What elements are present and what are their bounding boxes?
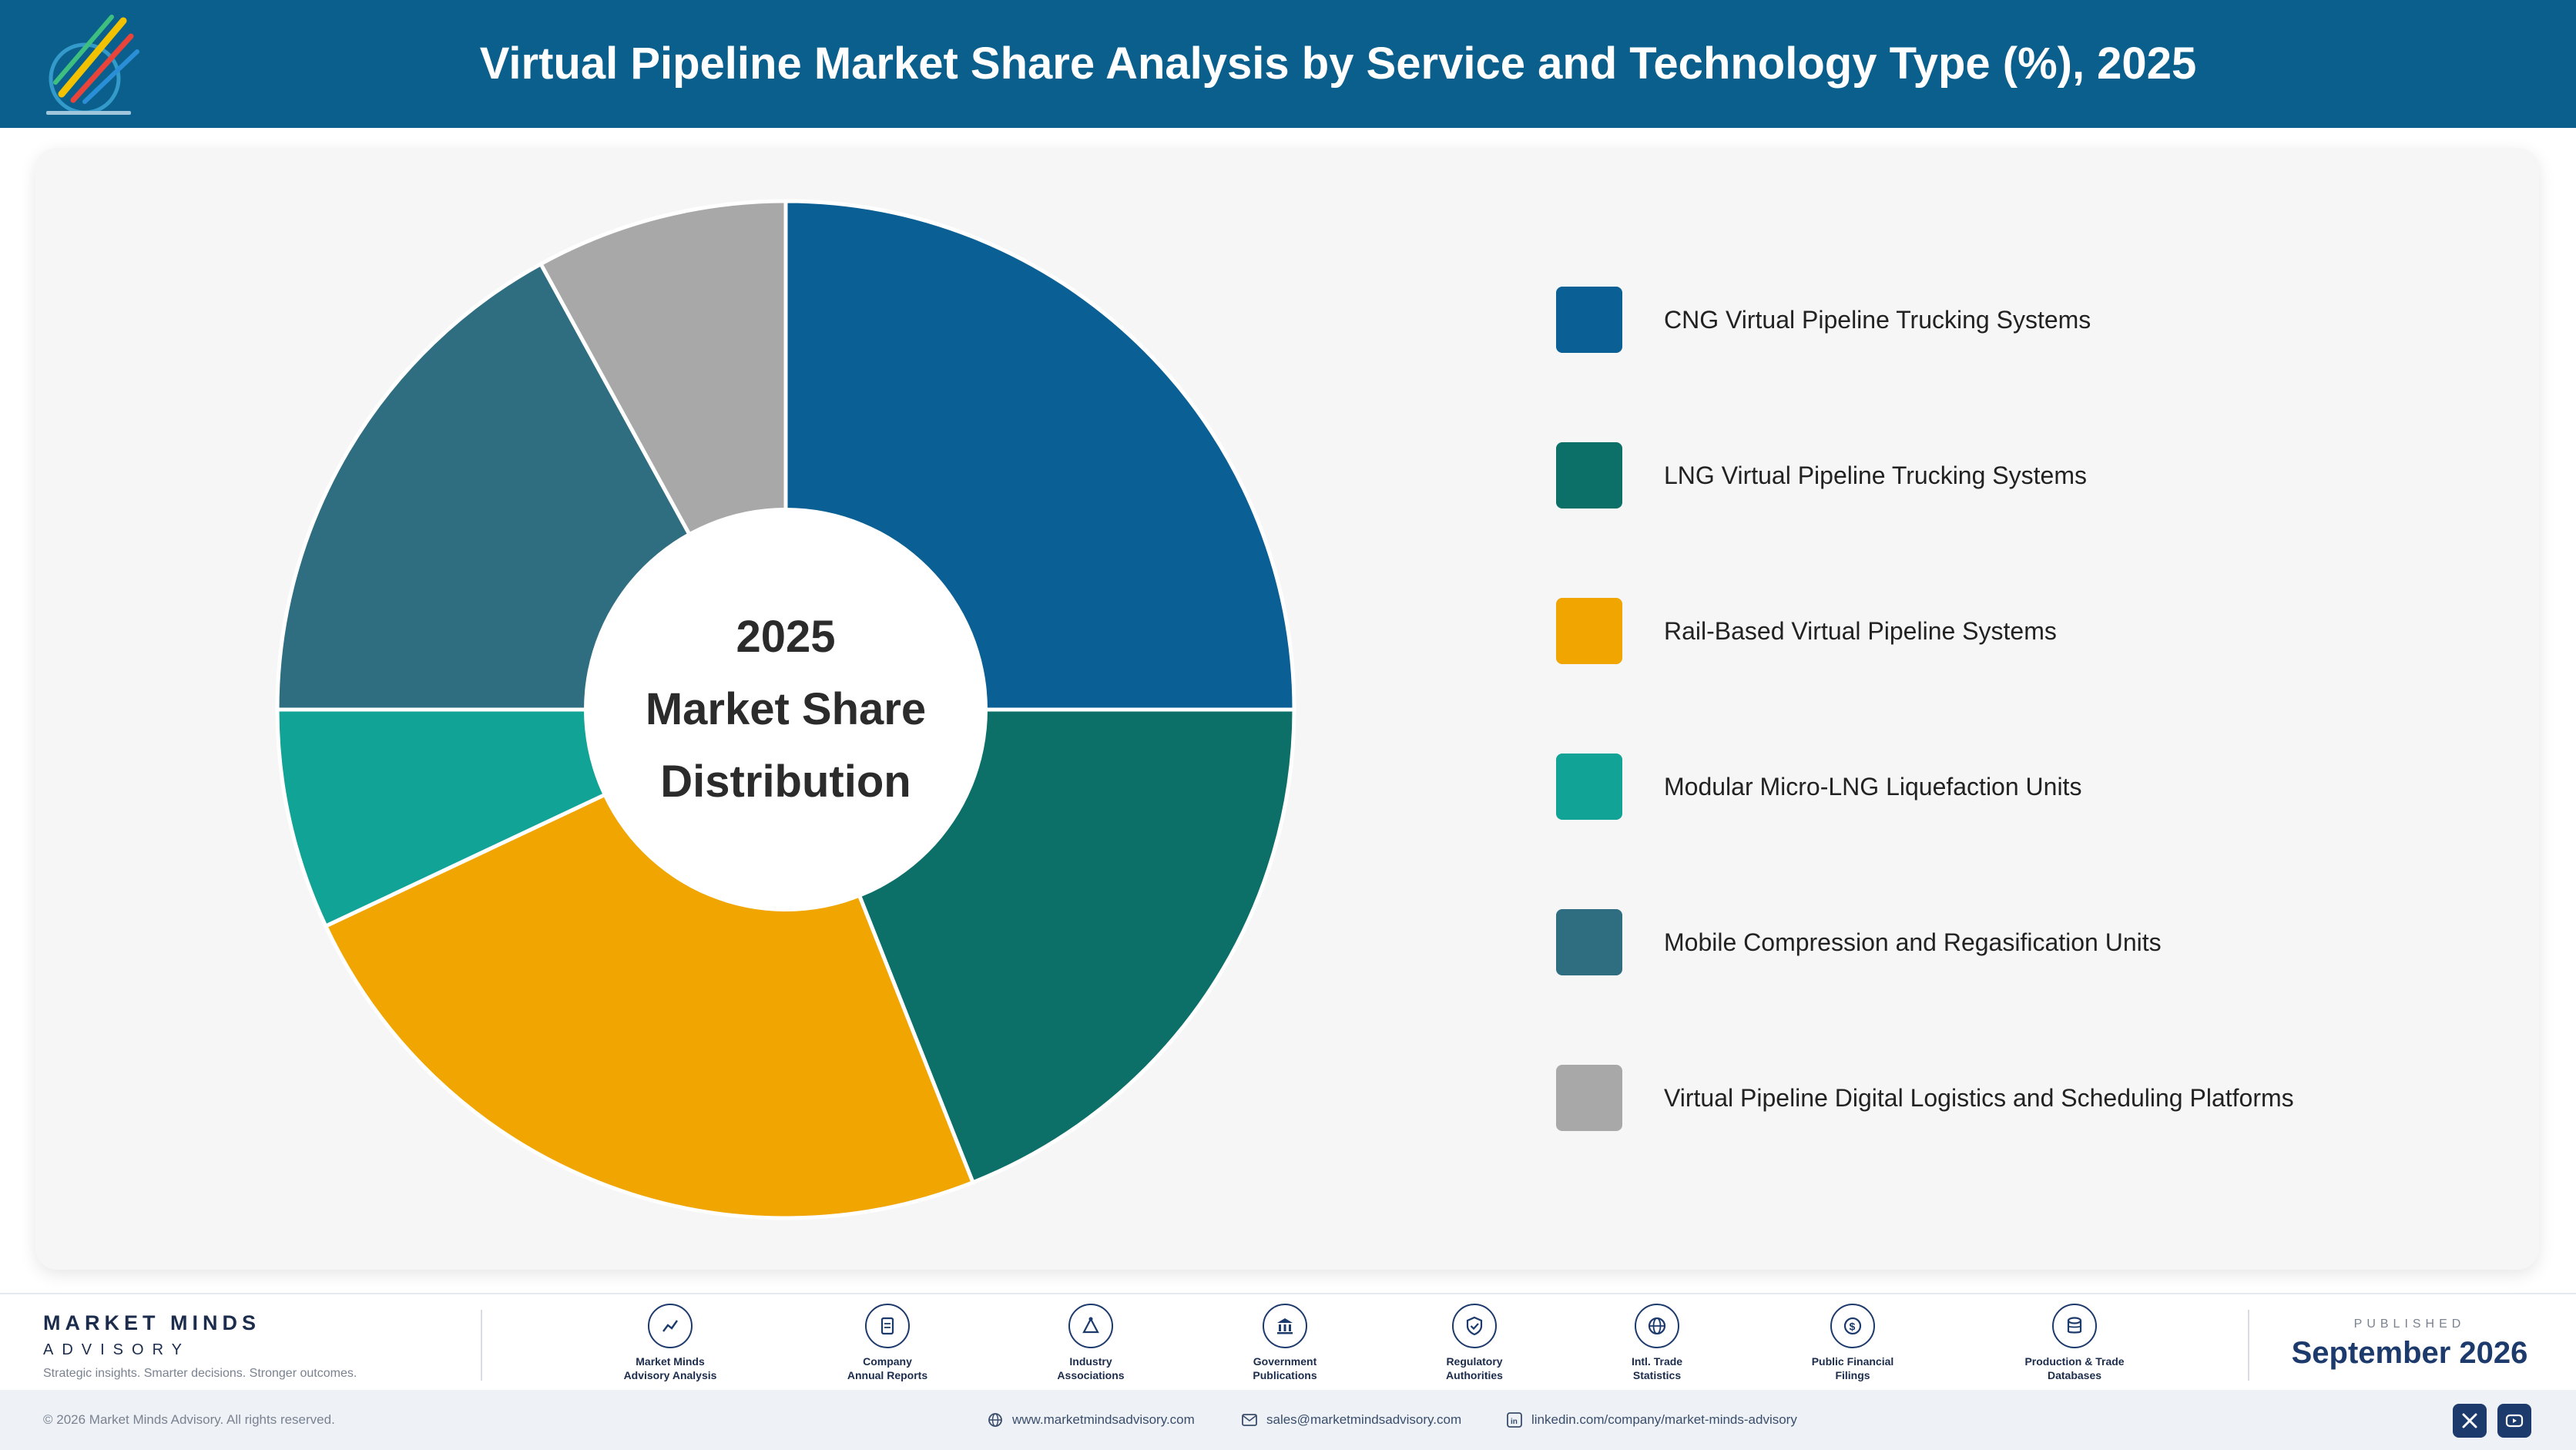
footer-brand: MARKET MINDS ADVISORY Strategic insights… — [43, 1311, 357, 1381]
legend-item: CNG Virtual Pipeline Trucking Systems — [1556, 287, 2480, 353]
legend-swatch — [1556, 287, 1622, 353]
footer-divider — [2248, 1310, 2249, 1381]
website-link[interactable]: www.marketmindsadvisory.com — [988, 1390, 1195, 1450]
source-label: Public Financial Filings — [1811, 1355, 1894, 1381]
source-label: Regulatory Authorities — [1446, 1355, 1503, 1381]
legend-swatch — [1556, 909, 1622, 975]
svg-text:$: $ — [1850, 1321, 1856, 1333]
brand-tagline: Strategic insights. Smarter decisions. S… — [43, 1367, 357, 1380]
legend-label: LNG Virtual Pipeline Trucking Systems — [1664, 462, 2087, 489]
published-label: PUBLISHED — [2353, 1317, 2466, 1331]
government-building-icon — [1263, 1304, 1307, 1348]
page-title: Virtual Pipeline Market Share Analysis b… — [479, 39, 2197, 89]
donut-hole — [584, 508, 988, 911]
legend-item: LNG Virtual Pipeline Trucking Systems — [1556, 442, 2480, 509]
source-item: Government Publications — [1200, 1304, 1370, 1382]
source-label: Company Annual Reports — [847, 1355, 928, 1381]
donut-center-label: 2025 Market Share Distribution — [585, 601, 986, 818]
shield-check-icon — [1452, 1304, 1497, 1348]
source-item: Intl. Trade Statistics — [1572, 1304, 1742, 1382]
youtube-icon — [2505, 1414, 2524, 1428]
source-item: Market Minds Advisory Analysis — [585, 1304, 755, 1382]
published-date: September 2026 — [2291, 1336, 2528, 1370]
source-label: Industry Associations — [1057, 1355, 1125, 1381]
youtube-social-button[interactable] — [2497, 1404, 2531, 1438]
legend-label: CNG Virtual Pipeline Trucking Systems — [1664, 306, 2091, 334]
email-link[interactable]: sales@marketmindsadvisory.com — [1242, 1390, 1461, 1450]
market-minds-logo-icon — [46, 15, 139, 115]
website-text: www.marketmindsadvisory.com — [1012, 1412, 1195, 1427]
center-label-line-2: Market Share — [645, 684, 927, 734]
source-label: Intl. Trade Statistics — [1631, 1355, 1683, 1381]
legend-swatch — [1556, 442, 1622, 509]
copyright-text: © 2026 Market Minds Advisory. All rights… — [43, 1412, 335, 1427]
source-item: Industry Associations — [1006, 1304, 1176, 1382]
brand-name: MARKET MINDS — [43, 1311, 260, 1334]
email-text: sales@marketmindsadvisory.com — [1266, 1412, 1462, 1427]
legend-item: Rail-Based Virtual Pipeline Systems — [1556, 598, 2480, 664]
document-icon — [865, 1304, 910, 1348]
source-item: Regulatory Authorities — [1390, 1304, 1559, 1382]
dollar-coin-icon: $ — [1830, 1304, 1875, 1348]
legend-swatch — [1556, 598, 1622, 664]
legend-label: Modular Micro-LNG Liquefaction Units — [1664, 773, 2082, 801]
linkedin-link[interactable]: in linkedin.com/company/market-minds-adv… — [1507, 1390, 1797, 1450]
source-item: Production & Trade Databases — [1990, 1304, 2159, 1382]
bottom-bar: © 2026 Market Minds Advisory. All rights… — [0, 1390, 2576, 1450]
footer-divider — [481, 1310, 482, 1381]
brand-subtitle: ADVISORY — [43, 1341, 190, 1358]
mail-icon — [1242, 1414, 1257, 1426]
legend-item: Virtual Pipeline Digital Logistics and S… — [1556, 1065, 2480, 1131]
center-label-line-3: Distribution — [660, 757, 911, 807]
source-item: $ Public Financial Filings — [1768, 1304, 1937, 1382]
legend-label: Virtual Pipeline Digital Logistics and S… — [1664, 1084, 2294, 1112]
database-icon — [2052, 1304, 2097, 1348]
legend-item: Modular Micro-LNG Liquefaction Units — [1556, 754, 2480, 820]
x-icon — [2462, 1413, 2477, 1428]
footer: MARKET MINDS ADVISORY Strategic insights… — [0, 1293, 2576, 1390]
legend-label: Mobile Compression and Regasification Un… — [1664, 928, 2162, 956]
globe-icon — [988, 1413, 1002, 1427]
source-label: Production & Trade Databases — [2024, 1355, 2125, 1381]
network-icon — [1068, 1304, 1113, 1348]
globe-icon — [1635, 1304, 1679, 1348]
legend-swatch — [1556, 1065, 1622, 1131]
trend-chart-icon — [648, 1304, 693, 1348]
legend-label: Rail-Based Virtual Pipeline Systems — [1664, 617, 2057, 645]
center-label-line-1: 2025 — [736, 612, 836, 662]
source-label: Market Minds Advisory Analysis — [623, 1355, 717, 1381]
source-item: Company Annual Reports — [803, 1304, 972, 1382]
x-social-button[interactable] — [2453, 1404, 2487, 1438]
svg-text:in: in — [1511, 1418, 1518, 1426]
published-block: PUBLISHED September 2026 — [2286, 1317, 2533, 1371]
linkedin-text: linkedin.com/company/market-minds-adviso… — [1531, 1412, 1797, 1427]
linkedin-icon: in — [1507, 1412, 1522, 1428]
legend-item: Mobile Compression and Regasification Un… — [1556, 909, 2480, 975]
header-bar: Virtual Pipeline Market Share Analysis b… — [0, 0, 2576, 128]
source-label: Government Publications — [1253, 1355, 1317, 1381]
legend-swatch — [1556, 754, 1622, 820]
